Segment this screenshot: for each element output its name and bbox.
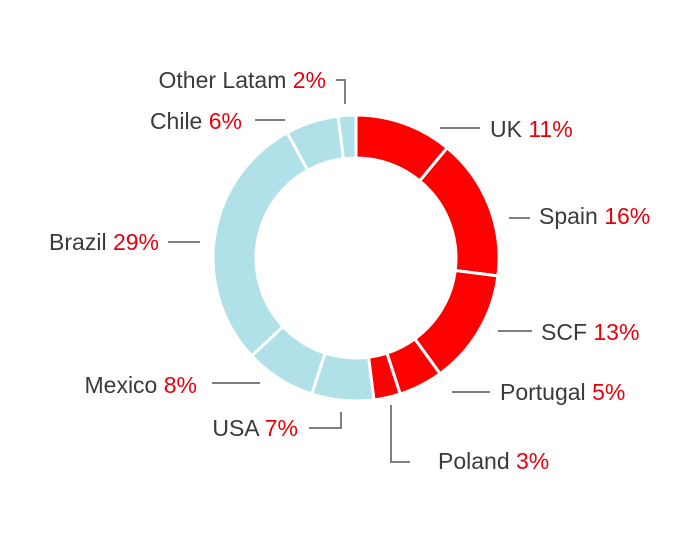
label-mexico: Mexico 8% (85, 372, 198, 398)
label-other-latam-name: Other Latam (159, 67, 287, 93)
label-other-latam: Other Latam 2% (159, 67, 326, 93)
label-other-latam-pct: 2% (293, 67, 326, 93)
label-usa-pct: 7% (265, 415, 298, 441)
label-portugal-pct: 5% (592, 379, 625, 405)
label-spain-name: Spain (539, 203, 598, 229)
label-portugal-name: Portugal (500, 379, 586, 405)
leader-lines-group (168, 79, 532, 463)
label-poland: Poland 3% (438, 448, 549, 474)
label-uk-name: UK (490, 116, 523, 142)
label-spain-pct: 16% (604, 203, 650, 229)
slice-spain (417, 145, 501, 278)
label-chile-pct: 6% (209, 108, 242, 134)
label-poland-name: Poland (438, 448, 510, 474)
leader-line-usa (309, 412, 342, 429)
label-uk: UK 11% (490, 116, 573, 142)
label-usa-name: USA (212, 415, 260, 441)
label-brazil: Brazil 29% (49, 229, 159, 255)
label-scf-name: SCF (541, 319, 587, 345)
slices-group (211, 113, 501, 403)
label-portugal: Portugal 5% (500, 379, 625, 405)
label-poland-pct: 3% (516, 448, 549, 474)
label-brazil-pct: 29% (113, 229, 159, 255)
label-mexico-name: Mexico (85, 372, 158, 398)
label-spain: Spain 16% (539, 203, 650, 229)
label-scf: SCF 13% (541, 319, 639, 345)
leader-line-other-latam (336, 79, 346, 104)
label-brazil-name: Brazil (49, 229, 107, 255)
leader-line-poland (390, 405, 410, 463)
slice-brazil (211, 130, 310, 359)
label-mexico-pct: 8% (164, 372, 197, 398)
label-scf-pct: 13% (593, 319, 639, 345)
label-uk-pct: 11% (528, 116, 572, 142)
slice-other-latam (336, 113, 358, 161)
label-chile-name: Chile (150, 108, 202, 134)
label-chile: Chile 6% (150, 108, 242, 134)
label-usa: USA 7% (212, 415, 298, 441)
